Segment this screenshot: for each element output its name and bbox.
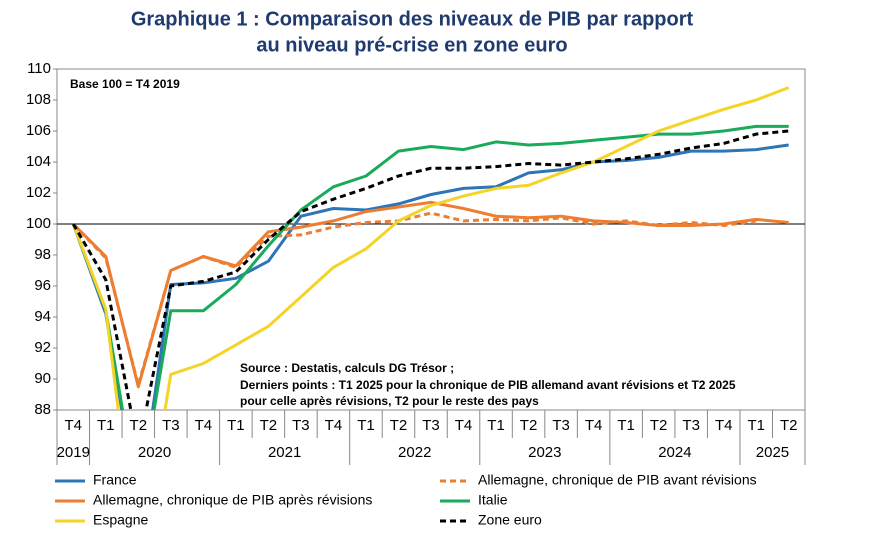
series-line (71, 124, 789, 410)
annotation: Base 100 = T4 2019 (70, 77, 180, 91)
x-tick-label: T2 (650, 417, 668, 434)
x-tick-label: T2 (260, 417, 278, 434)
legend-label: France (93, 472, 137, 488)
x-tick-label: T3 (422, 417, 440, 434)
legend-label: Zone euro (478, 512, 542, 528)
series-line (72, 200, 789, 389)
year-label: 2025 (756, 444, 789, 461)
year-label: 2024 (658, 444, 691, 461)
y-tick-label: 100 (26, 215, 51, 232)
x-tick-label: T1 (747, 417, 765, 434)
year-label: 2019 (57, 444, 90, 461)
y-tick-label: 108 (26, 91, 51, 108)
series-line (72, 211, 757, 387)
x-tick-label: T2 (780, 417, 798, 434)
y-tick-label: 88 (34, 401, 51, 418)
source: Derniers points : T1 2025 pour la chroni… (240, 378, 736, 392)
x-tick-label: T1 (617, 417, 635, 434)
x-tick-label: T3 (292, 417, 310, 434)
year-label: 2022 (398, 444, 431, 461)
y-tick-label: 106 (26, 122, 51, 139)
x-tick-label: T3 (682, 417, 700, 434)
x-tick-label: T1 (227, 417, 245, 434)
x-tick-label: T2 (520, 417, 538, 434)
series-line (72, 129, 789, 410)
chart-title: au niveau pré-crise en zone euro (256, 34, 567, 56)
source: Source : Destatis, calculs DG Trésor ; (240, 361, 454, 375)
legend-label: Allemagne, chronique de PIB après révisi… (93, 492, 372, 508)
x-tick-label: T1 (357, 417, 375, 434)
legend-label: Italie (478, 492, 508, 508)
x-tick-label: T4 (65, 417, 83, 434)
x-tick-label: T4 (195, 417, 213, 434)
y-tick-label: 104 (26, 153, 51, 170)
series-line (71, 86, 790, 410)
y-tick-label: 90 (34, 370, 51, 387)
plot-frame (56, 68, 806, 411)
y-tick-label: 94 (34, 308, 51, 325)
legend-label: Espagne (93, 512, 148, 528)
x-tick-label: T1 (97, 417, 115, 434)
x-tick-label: T4 (325, 417, 343, 434)
year-label: 2023 (528, 444, 561, 461)
x-tick-label: T3 (552, 417, 570, 434)
x-tick-label: T2 (390, 417, 408, 434)
x-tick-label: T1 (487, 417, 505, 434)
plot-lines (71, 86, 790, 410)
x-tick-label: T4 (715, 417, 733, 434)
y-tick-label: 110 (27, 60, 51, 77)
y-tick-label: 92 (34, 339, 51, 356)
legend-label: Allemagne, chronique de PIB avant révisi… (478, 472, 757, 488)
x-tick-label: T3 (162, 417, 180, 434)
y-tick-label: 102 (26, 184, 51, 201)
x-tick-label: T2 (130, 417, 148, 434)
chart-title: Graphique 1 : Comparaison des niveaux de… (131, 8, 694, 30)
x-tick-label: T4 (585, 417, 603, 434)
y-tick-label: 96 (34, 277, 51, 294)
y-tick-label: 98 (34, 246, 51, 263)
year-label: 2021 (268, 444, 301, 461)
year-label: 2020 (138, 444, 171, 461)
x-tick-label: T4 (455, 417, 473, 434)
source: pour celle après révisions, T2 pour le r… (240, 394, 539, 408)
